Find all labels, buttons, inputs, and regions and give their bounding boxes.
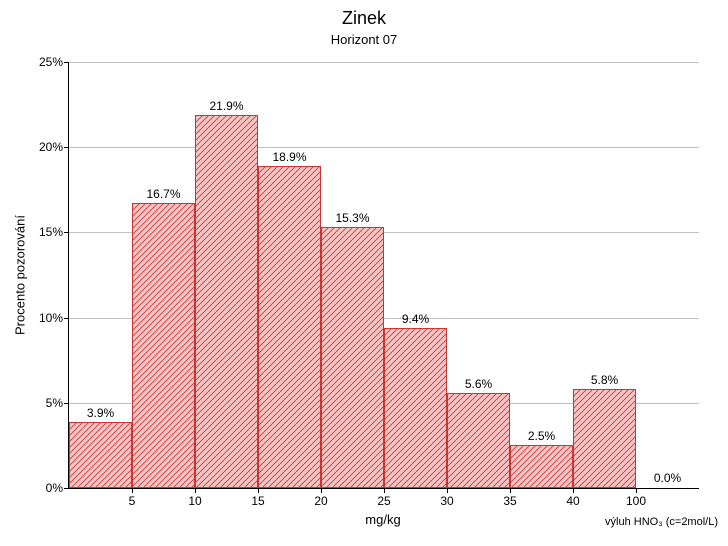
xtick-label: 100 (626, 488, 646, 508)
bar-value-label: 3.9% (87, 406, 114, 423)
bar-value-label: 5.8% (591, 373, 618, 390)
gridline (69, 62, 699, 63)
ytick-label: 10% (39, 311, 69, 325)
histogram-bar: 5.8% (573, 389, 636, 488)
xtick-label: 10 (188, 488, 201, 508)
histogram-bar: 2.5% (510, 445, 573, 488)
bar-value-label: 0.0% (654, 471, 681, 488)
histogram-bar: 16.7% (132, 203, 195, 488)
histogram-bar: 18.9% (258, 166, 321, 488)
gridline (69, 147, 699, 148)
histogram-bar: 3.9% (69, 422, 132, 488)
xtick-label: 35 (503, 488, 516, 508)
ytick-label: 25% (39, 55, 69, 69)
histogram-bar: 9.4% (384, 328, 447, 488)
histogram-bar: 21.9% (195, 115, 258, 488)
xtick-label: 25 (377, 488, 390, 508)
bar-value-label: 21.9% (209, 99, 243, 116)
histogram-bar: 15.3% (321, 227, 384, 488)
bar-value-label: 16.7% (146, 187, 180, 204)
ytick-label: 5% (46, 396, 69, 410)
bar-value-label: 5.6% (465, 377, 492, 394)
bar-value-label: 9.4% (402, 312, 429, 329)
ytick-label: 0% (46, 481, 69, 495)
chart-title: Zinek (0, 8, 728, 29)
x-axis-label: mg/kg (365, 512, 400, 527)
ytick-label: 20% (39, 140, 69, 154)
bar-value-label: 2.5% (528, 429, 555, 446)
plot-area: 0%5%10%15%20%25%3.9%16.7%21.9%18.9%15.3%… (68, 62, 699, 489)
histogram-bar: 5.6% (447, 393, 510, 488)
chart-footnote: výluh HNO₃ (c=2mol/L) (605, 516, 718, 528)
chart-subtitle: Horizont 07 (0, 32, 728, 47)
bar-value-label: 18.9% (272, 150, 306, 167)
xtick-label: 15 (251, 488, 264, 508)
xtick-label: 30 (440, 488, 453, 508)
xtick-label: 20 (314, 488, 327, 508)
ytick-label: 15% (39, 225, 69, 239)
y-axis-label: Procento pozorování (13, 215, 28, 335)
xtick-label: 5 (129, 488, 136, 508)
chart-container: Zinek Horizont 07 Procento pozorování 0%… (0, 0, 728, 546)
xtick-label: 40 (566, 488, 579, 508)
bar-value-label: 15.3% (335, 211, 369, 228)
